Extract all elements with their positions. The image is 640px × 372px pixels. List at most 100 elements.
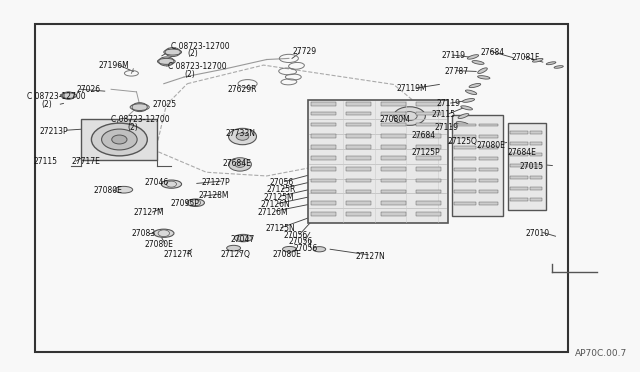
Bar xyxy=(346,179,371,182)
Circle shape xyxy=(394,107,426,125)
Text: 27629R: 27629R xyxy=(227,85,257,94)
Ellipse shape xyxy=(458,113,469,119)
Bar xyxy=(510,176,527,179)
Ellipse shape xyxy=(472,61,484,64)
Text: 27056: 27056 xyxy=(284,231,308,240)
Bar xyxy=(381,134,406,138)
Bar xyxy=(381,179,406,182)
Text: 27684: 27684 xyxy=(412,131,436,140)
Bar xyxy=(510,198,527,201)
Text: 27056: 27056 xyxy=(289,237,313,246)
Bar xyxy=(530,198,541,201)
Bar xyxy=(479,202,499,205)
Circle shape xyxy=(62,92,75,99)
Text: 27026: 27026 xyxy=(76,85,100,94)
Bar xyxy=(381,167,406,171)
Text: 27056: 27056 xyxy=(270,178,294,187)
Text: 27015: 27015 xyxy=(519,162,543,171)
Ellipse shape xyxy=(463,99,475,102)
Bar xyxy=(510,131,527,134)
Text: 27127R: 27127R xyxy=(164,250,193,259)
Text: 27115: 27115 xyxy=(34,157,58,166)
Bar xyxy=(416,201,441,205)
Circle shape xyxy=(159,57,174,66)
Text: 27010: 27010 xyxy=(525,229,550,238)
Bar xyxy=(311,190,337,193)
Bar xyxy=(346,201,371,205)
Bar xyxy=(416,102,441,106)
Bar xyxy=(510,187,527,190)
Text: C 08723-12700: C 08723-12700 xyxy=(168,62,227,71)
Circle shape xyxy=(235,161,245,167)
Bar xyxy=(311,212,337,216)
Bar xyxy=(346,112,371,115)
Text: 27128M: 27128M xyxy=(198,191,228,200)
Text: 27080E: 27080E xyxy=(476,141,505,150)
Text: 27733N: 27733N xyxy=(225,129,255,138)
Bar xyxy=(479,179,499,182)
Text: 27787: 27787 xyxy=(444,67,468,76)
Text: 27047: 27047 xyxy=(230,235,255,244)
Bar xyxy=(416,190,441,193)
Bar xyxy=(346,156,371,160)
Bar xyxy=(454,179,476,182)
Ellipse shape xyxy=(467,55,479,59)
Bar xyxy=(479,124,499,126)
Text: (2): (2) xyxy=(188,49,198,58)
Bar xyxy=(530,176,541,179)
Circle shape xyxy=(92,123,147,156)
Bar xyxy=(454,124,476,126)
Ellipse shape xyxy=(187,199,204,206)
Bar xyxy=(346,134,371,138)
Bar xyxy=(311,201,337,205)
Ellipse shape xyxy=(313,247,326,252)
Bar xyxy=(381,156,406,160)
Text: C 08723-12700: C 08723-12700 xyxy=(111,115,170,124)
Bar xyxy=(346,167,371,171)
Ellipse shape xyxy=(456,122,468,125)
Bar xyxy=(530,164,541,167)
Bar xyxy=(346,145,371,149)
Text: 27125N: 27125N xyxy=(266,224,295,233)
Text: 27127Q: 27127Q xyxy=(221,250,251,259)
Bar xyxy=(530,187,541,190)
Text: 27080E: 27080E xyxy=(273,250,302,259)
Text: 27119: 27119 xyxy=(436,99,460,108)
Text: 27119M: 27119M xyxy=(397,84,428,93)
Bar xyxy=(311,145,337,149)
Bar xyxy=(381,123,406,126)
Text: C 08723-12700: C 08723-12700 xyxy=(172,42,230,51)
Text: C 08723-12700: C 08723-12700 xyxy=(28,92,86,101)
Text: 27056: 27056 xyxy=(293,244,317,253)
Text: 27115: 27115 xyxy=(432,110,456,119)
Bar xyxy=(311,102,337,106)
Bar xyxy=(530,142,541,145)
Circle shape xyxy=(228,158,252,171)
Bar xyxy=(346,190,371,193)
Text: 27127M: 27127M xyxy=(133,208,164,217)
Text: 27095P: 27095P xyxy=(170,199,199,208)
Text: 27125P: 27125P xyxy=(412,148,440,157)
Circle shape xyxy=(112,135,127,144)
Text: 27025: 27025 xyxy=(152,100,177,109)
Bar xyxy=(311,123,337,126)
Bar xyxy=(479,168,499,171)
Bar xyxy=(311,156,337,160)
Bar xyxy=(346,123,371,126)
Bar xyxy=(416,134,441,138)
Bar xyxy=(381,112,406,115)
Text: 27684E: 27684E xyxy=(508,148,537,157)
Bar xyxy=(479,157,499,160)
Circle shape xyxy=(228,128,257,145)
Bar xyxy=(416,145,441,149)
Bar xyxy=(416,212,441,216)
Text: AP70C.00.7: AP70C.00.7 xyxy=(575,349,627,358)
Bar xyxy=(479,135,499,138)
Bar xyxy=(530,131,541,134)
Text: 27083: 27083 xyxy=(131,229,156,238)
Text: 27126M: 27126M xyxy=(257,208,288,217)
Text: 27684: 27684 xyxy=(481,48,505,57)
Ellipse shape xyxy=(547,62,556,65)
Text: 27080E: 27080E xyxy=(145,240,173,249)
Bar xyxy=(416,112,441,115)
